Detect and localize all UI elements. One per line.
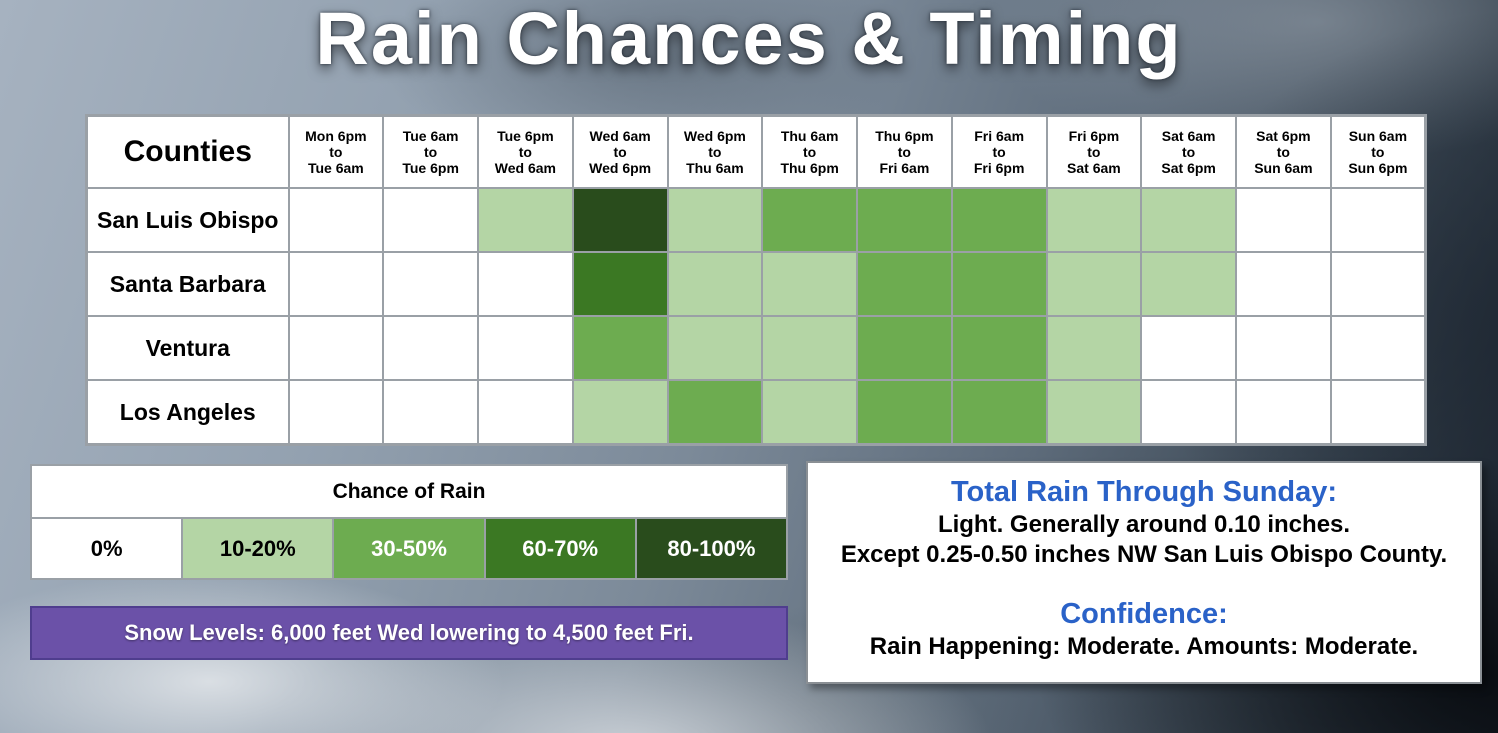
rain-chance-cell: [477, 187, 574, 253]
table-row: San Luis Obispo: [85, 187, 1427, 253]
rain-chance-cell: [571, 251, 669, 317]
time-column-header: Sat 6pm to Sun 6am: [1235, 114, 1332, 189]
header-row: Counties Mon 6pm to Tue 6am Tue 6am to Tue 6p…: [85, 114, 1427, 189]
rain-timing-table: Counties Mon 6pm to Tue 6am Tue 6am to Tue 6p…: [85, 114, 1427, 446]
rain-chance-cell: [666, 315, 764, 381]
rain-chance-cell: [571, 187, 669, 253]
legend-swatch: 60-70%: [483, 519, 635, 578]
rain-chance-cell: [382, 379, 479, 446]
rain-chance-cell: [950, 251, 1048, 317]
rain-chance-cell: [1329, 315, 1427, 381]
rain-chance-cell: [477, 379, 574, 446]
time-column-header: Wed 6am to Wed 6pm: [571, 114, 669, 189]
table-row: Santa Barbara: [85, 251, 1427, 317]
rain-chance-cell: [477, 315, 574, 381]
time-column-header: Tue 6pm to Wed 6am: [477, 114, 574, 189]
rain-chance-cell: [571, 315, 669, 381]
total-rain-line-2: Except 0.25-0.50 inches NW San Luis Obis…: [840, 541, 1448, 569]
rain-chance-cell: [761, 315, 858, 381]
county-label: Los Angeles: [85, 379, 290, 446]
legend-swatch: 10-20%: [181, 519, 333, 578]
rain-chance-cell: [666, 379, 764, 446]
counties-header: Counties: [85, 114, 290, 189]
time-column-header: Mon 6pm to Tue 6am: [287, 114, 385, 189]
rain-chance-cell: [1235, 315, 1332, 381]
rain-chance-cell: [761, 187, 858, 253]
legend-swatch: 30-50%: [332, 519, 484, 578]
rain-chance-cell: [1140, 187, 1237, 253]
rain-chance-cell: [950, 379, 1048, 446]
time-column-header: Thu 6am to Thu 6pm: [761, 114, 858, 189]
rain-chance-cell: [1235, 379, 1332, 446]
time-column-header: Thu 6pm to Fri 6am: [856, 114, 953, 189]
rain-chance-cell: [1329, 251, 1427, 317]
rain-chance-cell: [287, 315, 385, 381]
time-column-header: Sat 6am to Sat 6pm: [1140, 114, 1237, 189]
table-row: Ventura: [85, 315, 1427, 381]
rain-chance-cell: [1140, 251, 1237, 317]
rain-chance-cell: [950, 315, 1048, 381]
rain-chance-cell: [287, 187, 385, 253]
rain-chance-cell: [666, 187, 764, 253]
county-label: San Luis Obispo: [85, 187, 290, 253]
rain-chance-cell: [761, 379, 858, 446]
rain-chance-cell: [382, 251, 479, 317]
rain-chance-cell: [950, 187, 1048, 253]
rain-chance-cell: [477, 251, 574, 317]
rain-chance-cell: [1045, 379, 1143, 446]
rain-chance-cell: [1045, 187, 1143, 253]
rain-chance-legend: Chance of Rain 0% 10-20% 30-50% 60-70% 80-10…: [30, 464, 788, 580]
rain-chance-cell: [1235, 251, 1332, 317]
snow-levels-bar: Snow Levels: 6,000 feet Wed lowering to …: [30, 606, 788, 660]
legend-swatch: 0%: [32, 519, 182, 578]
county-label: Ventura: [85, 315, 290, 381]
legend-swatch: 80-100%: [634, 519, 787, 578]
confidence-line: Rain Happening: Moderate. Amounts: Moder…: [869, 633, 1419, 661]
time-column-header: Sun 6am to Sun 6pm: [1329, 114, 1427, 189]
rain-chance-cell: [856, 315, 953, 381]
rain-chance-cell: [571, 379, 669, 446]
summary-panel: Total Rain Through Sunday: Light. Genera…: [806, 461, 1482, 684]
time-column-header: Fri 6pm to Sat 6am: [1045, 114, 1143, 189]
rain-chance-cell: [856, 251, 953, 317]
rain-chance-cell: [856, 187, 953, 253]
time-column-header: Fri 6am to Fri 6pm: [950, 114, 1048, 189]
legend-scale: 0% 10-20% 30-50% 60-70% 80-100%: [32, 519, 787, 578]
table-row: Los Angeles: [85, 379, 1427, 446]
time-column-header: Wed 6pm to Thu 6am: [666, 114, 764, 189]
rain-chance-cell: [666, 251, 764, 317]
total-rain-heading: Total Rain Through Sunday:: [950, 476, 1338, 508]
snow-levels-text: Snow Levels: 6,000 feet Wed lowering to …: [124, 620, 694, 645]
rain-chance-cell: [1045, 251, 1143, 317]
rain-chance-cell: [1140, 379, 1237, 446]
rain-chance-cell: [382, 315, 479, 381]
confidence-heading: Confidence:: [1060, 598, 1228, 631]
rain-chance-cell: [1140, 315, 1237, 381]
rain-chance-cell: [1329, 187, 1427, 253]
time-column-header: Tue 6am to Tue 6pm: [382, 114, 479, 189]
total-rain-line-1: Light. Generally around 0.10 inches.: [937, 510, 1351, 538]
county-label: Santa Barbara: [85, 251, 290, 317]
rain-chance-cell: [287, 379, 385, 446]
rain-chance-cell: [856, 379, 953, 446]
rain-chance-cell: [287, 251, 385, 317]
rain-chance-cell: [1329, 379, 1427, 446]
rain-chance-cell: [761, 251, 858, 317]
legend-title: Chance of Rain: [32, 466, 786, 519]
page-title: Rain Chances & Timing: [315, 0, 1183, 80]
rain-chance-cell: [1045, 315, 1143, 381]
rain-chance-cell: [382, 187, 479, 253]
rain-chance-cell: [1235, 187, 1332, 253]
